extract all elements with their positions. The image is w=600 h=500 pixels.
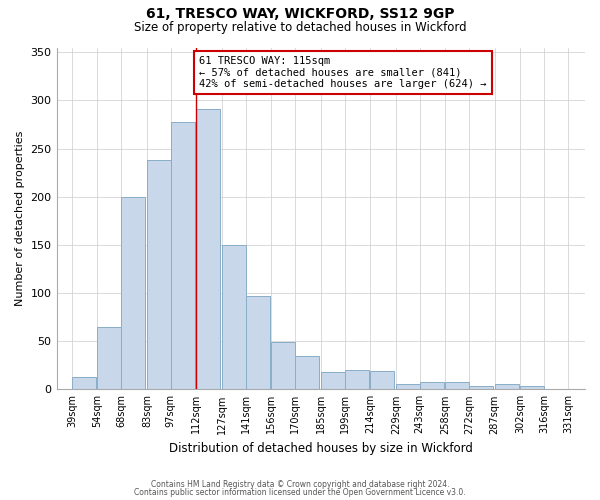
Bar — [445, 382, 469, 390]
Text: Contains HM Land Registry data © Crown copyright and database right 2024.: Contains HM Land Registry data © Crown c… — [151, 480, 449, 489]
Bar — [171, 122, 194, 390]
Text: 61 TRESCO WAY: 115sqm
← 57% of detached houses are smaller (841)
42% of semi-det: 61 TRESCO WAY: 115sqm ← 57% of detached … — [199, 56, 487, 89]
Bar — [344, 370, 368, 390]
Bar — [196, 109, 220, 390]
Bar — [121, 196, 145, 390]
Bar — [494, 384, 518, 390]
X-axis label: Distribution of detached houses by size in Wickford: Distribution of detached houses by size … — [169, 442, 473, 455]
Text: Contains public sector information licensed under the Open Government Licence v3: Contains public sector information licen… — [134, 488, 466, 497]
Bar — [321, 372, 344, 390]
Bar — [271, 342, 295, 390]
Bar — [419, 382, 443, 390]
Text: Size of property relative to detached houses in Wickford: Size of property relative to detached ho… — [134, 21, 466, 34]
Bar — [147, 160, 171, 390]
Bar — [469, 386, 493, 390]
Y-axis label: Number of detached properties: Number of detached properties — [15, 130, 25, 306]
Bar — [97, 326, 121, 390]
Bar — [396, 384, 419, 390]
Bar — [72, 377, 96, 390]
Text: 61, TRESCO WAY, WICKFORD, SS12 9GP: 61, TRESCO WAY, WICKFORD, SS12 9GP — [146, 8, 454, 22]
Bar — [295, 356, 319, 390]
Bar — [370, 371, 394, 390]
Bar — [222, 245, 246, 390]
Bar — [246, 296, 269, 390]
Bar — [520, 386, 544, 390]
